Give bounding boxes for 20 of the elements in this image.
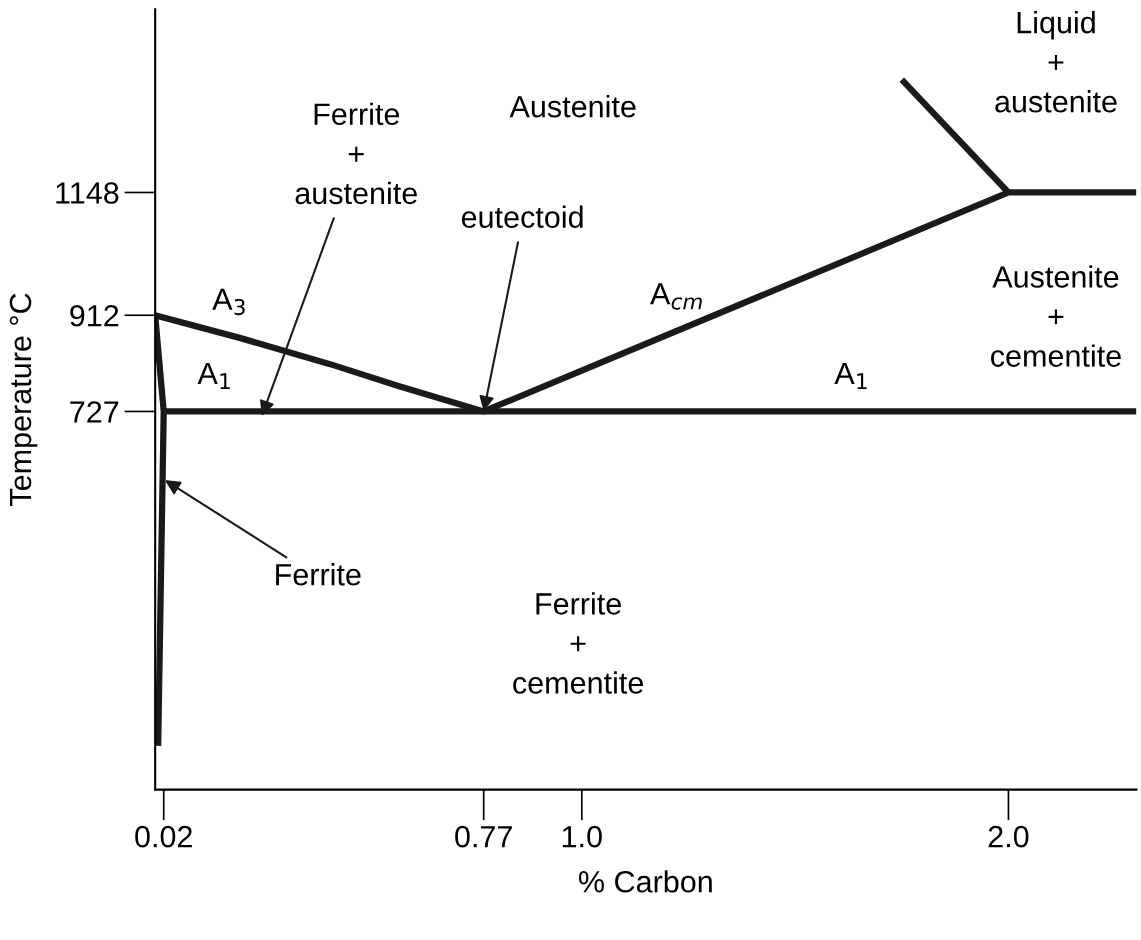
annotation: A$_{1}$ bbox=[834, 362, 867, 389]
annotation: A$_{1}$ bbox=[197, 362, 230, 389]
annotation: A$_{cm}$ bbox=[650, 283, 702, 310]
x-axis-title: % Carbon bbox=[578, 870, 712, 893]
annotation: eutectoid bbox=[461, 205, 583, 228]
x-tick-label: 2.0 bbox=[988, 825, 1029, 848]
x-tick-label: 0.02 bbox=[135, 825, 192, 848]
y-tick-label: 727 bbox=[70, 401, 119, 423]
annotation: Ferrite + cementite bbox=[513, 592, 643, 694]
x-tick-label: 0.77 bbox=[455, 825, 512, 848]
y-axis-title: Temperature °C bbox=[9, 293, 38, 506]
annotation: Ferrite bbox=[276, 563, 361, 586]
annotation: Liquid + austenite bbox=[995, 11, 1117, 113]
annotation: Ferrite + austenite bbox=[295, 102, 417, 205]
y-tick-label: 1148 bbox=[56, 182, 119, 204]
x-tick-label: 1.0 bbox=[562, 825, 602, 848]
annotation: A$_{3}$ bbox=[212, 288, 245, 316]
y-tick-label: 912 bbox=[70, 304, 119, 327]
annotation: Austenite bbox=[509, 95, 636, 118]
annotation: Austenite + cementite bbox=[991, 265, 1121, 367]
